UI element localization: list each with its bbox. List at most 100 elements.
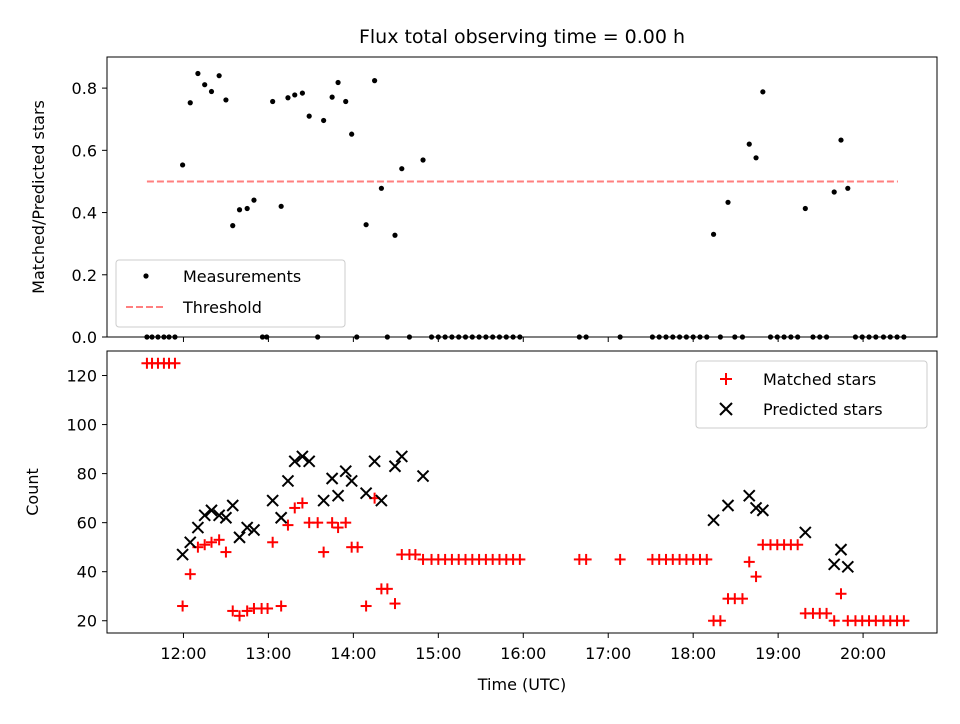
bottom-x-tick-label: 12:00 <box>160 644 206 663</box>
matched-star-point <box>389 598 401 610</box>
bottom-x-tick-label: 20:00 <box>840 644 886 663</box>
predicted-star-point <box>345 474 358 488</box>
predicted-star-point <box>184 536 197 549</box>
measurement-point <box>363 222 369 228</box>
predicted-star-point <box>331 489 345 502</box>
matched-star-point <box>213 534 225 546</box>
bottom-x-axis-label: Time (UTC) <box>477 675 566 694</box>
measurement-point <box>725 199 731 205</box>
predicted-star-point <box>395 450 408 463</box>
bottom-y-tick-label: 100 <box>66 416 97 435</box>
measurement-point <box>244 205 250 212</box>
measurement-point <box>378 185 385 191</box>
measurement-point <box>216 73 222 79</box>
bottom-plot-frame <box>106 350 938 634</box>
predicted-star-point <box>368 455 381 468</box>
predicted-star-point <box>388 460 402 473</box>
measurement-point <box>746 141 752 147</box>
top-panel: Flux total observing time = 0.00 h 0.0 0.… <box>29 26 938 347</box>
top-plot-frame <box>106 56 938 338</box>
bottom-x-tick-label: 16:00 <box>500 644 546 663</box>
measurement-point <box>208 88 215 95</box>
bottom-panel: 20 40 60 80 100 120 12:00 13:00 14:00 15:00 16:00… <box>23 350 938 694</box>
matched-star-point <box>199 539 211 551</box>
matched-star-point <box>701 553 713 565</box>
predicted-star-point <box>274 511 288 524</box>
predicted-star-point <box>359 487 373 500</box>
matched-star-point <box>898 615 910 627</box>
bottom-y-tick-label: 80 <box>77 465 97 484</box>
measurement-point <box>372 78 378 84</box>
matched-star-point <box>360 600 372 612</box>
top-legend: Measurements Threshold <box>115 259 346 328</box>
predicted-star-point <box>339 464 352 478</box>
matched-star-point <box>792 539 804 551</box>
measurement-point <box>306 113 312 119</box>
measurement-point <box>187 100 193 106</box>
predicted-star-point <box>841 560 855 573</box>
measurement-point <box>202 82 208 88</box>
measurement-point <box>321 117 327 124</box>
bottom-legend: Matched stars Predicted stars <box>695 360 928 429</box>
matched-star-point <box>828 615 840 627</box>
measurement-point <box>343 98 349 105</box>
measurement-point <box>230 223 236 229</box>
matched-star-point <box>220 546 232 558</box>
predicted-star-point <box>233 531 246 544</box>
matched-star-point <box>184 568 196 580</box>
measurement-point <box>236 207 243 213</box>
top-y-axis-label: Matched/Predicted stars <box>29 100 48 294</box>
predicted-star-point <box>302 455 316 468</box>
legend-matched-label: Matched stars <box>763 370 876 389</box>
matched-star-point <box>241 605 253 617</box>
predicted-star-point <box>317 494 330 507</box>
matched-star-point <box>177 600 189 612</box>
measurement-point <box>845 185 851 191</box>
matched-star-point <box>318 546 330 558</box>
bottom-x-tick-label: 14:00 <box>330 644 376 663</box>
measurement-point <box>392 232 398 238</box>
matched-star-point <box>736 593 748 605</box>
predicted-star-point <box>416 469 430 483</box>
chart-title: Flux total observing time = 0.00 h <box>359 26 685 48</box>
measurement-point <box>223 97 229 103</box>
matched-star-point <box>205 536 217 548</box>
matched-star-point <box>352 541 364 553</box>
predicted-star-point <box>749 501 763 515</box>
bottom-x-tick-label: 18:00 <box>670 644 716 663</box>
legend-predicted-label: Predicted stars <box>763 400 883 419</box>
predicted-star-point <box>375 494 388 507</box>
top-legend-box <box>115 259 346 328</box>
matched-star-point <box>614 553 626 565</box>
predicted-star-point <box>756 504 770 517</box>
bottom-y-tick-label: 60 <box>77 514 97 533</box>
matched-star-point <box>289 502 301 514</box>
top-y-tick-label: 0.8 <box>72 79 97 98</box>
predicted-star-point <box>176 548 189 561</box>
predicted-star-point <box>198 509 211 522</box>
legend-measurements-marker <box>143 273 149 279</box>
predicted-star-point <box>707 513 720 527</box>
measurement-point <box>420 157 426 163</box>
predicted-star-point <box>247 523 261 537</box>
predicted-star-point <box>325 472 339 485</box>
bottom-y-axis-label: Count <box>23 468 42 516</box>
matched-star-point <box>580 553 592 565</box>
legend-threshold-label: Threshold <box>182 298 262 317</box>
matched-star-point <box>381 583 393 595</box>
top-y-tick-label: 0.2 <box>72 266 97 285</box>
measurement-point <box>838 137 844 143</box>
measurement-point <box>802 205 808 212</box>
top-y-tick-label: 0.6 <box>72 141 97 160</box>
measurement-point <box>399 166 405 172</box>
measurement-point <box>292 92 298 98</box>
predicted-star-point <box>281 474 295 488</box>
measurement-point <box>299 90 305 96</box>
matched-star-point <box>714 615 726 627</box>
predicted-star-point <box>219 511 233 524</box>
measurement-point <box>349 131 355 137</box>
matched-star-point <box>835 588 847 600</box>
measurement-point <box>831 189 837 195</box>
matched-star-point <box>409 549 421 561</box>
